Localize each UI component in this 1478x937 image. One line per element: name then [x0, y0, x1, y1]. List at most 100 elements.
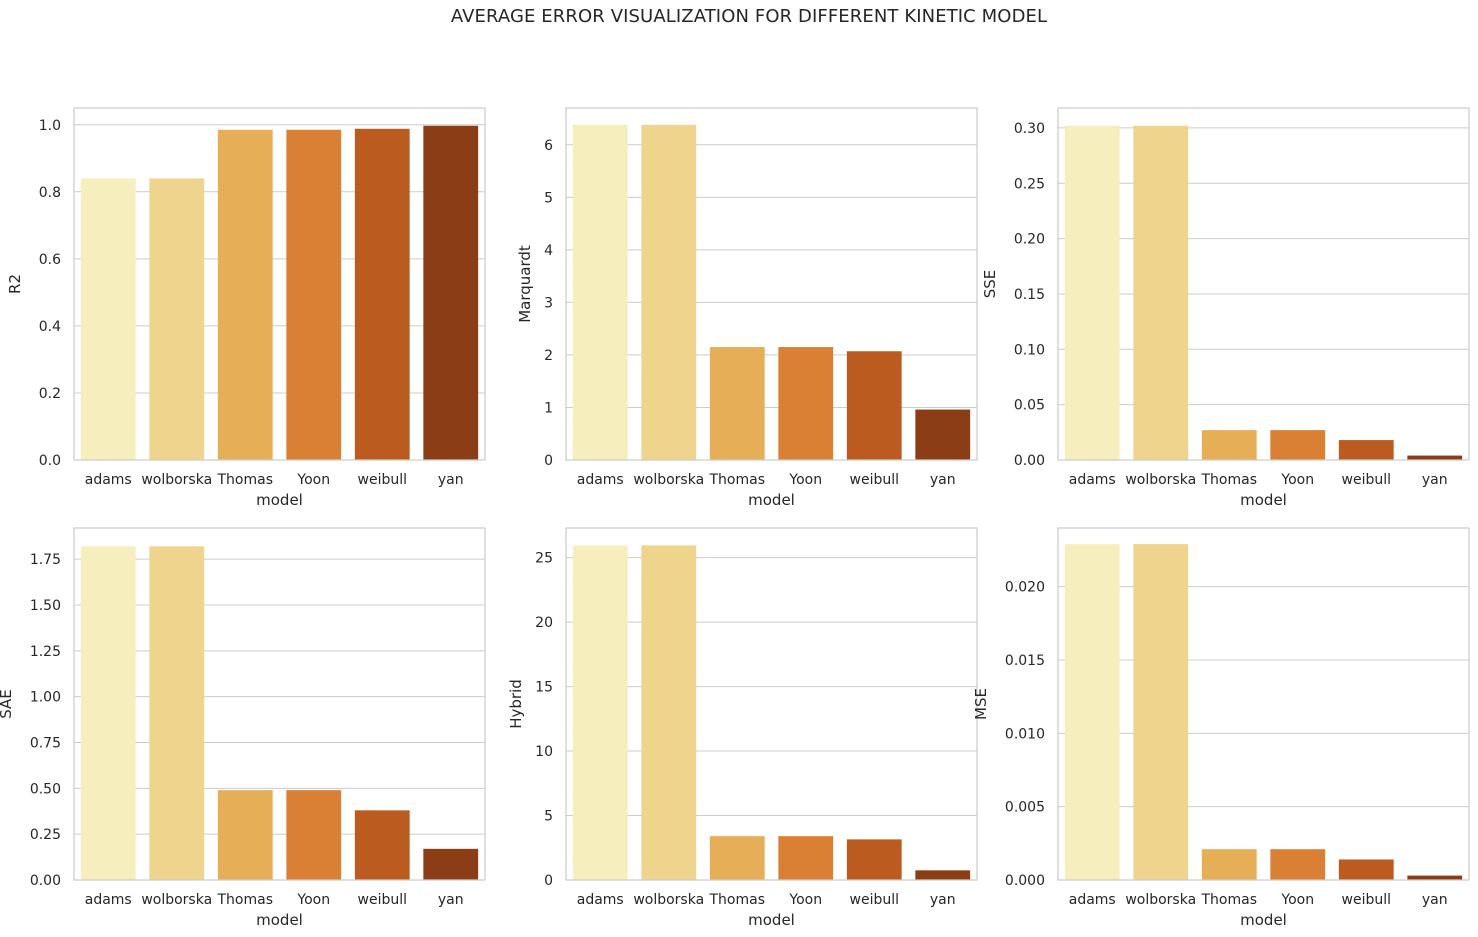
bar-yan — [915, 870, 971, 880]
xtick-label: Thomas — [708, 472, 765, 488]
xtick-label: wolborska — [1125, 892, 1196, 908]
bar-thomas — [709, 347, 765, 460]
ytick-label: 1.00 — [30, 690, 61, 706]
xtick-label: yan — [1422, 892, 1448, 908]
xtick-label: yan — [438, 892, 464, 908]
bar-yoon — [286, 129, 342, 461]
bar-thomas — [709, 836, 765, 880]
xtick-label: wolborska — [141, 892, 212, 908]
ytick-label: 0.0 — [39, 453, 61, 469]
ytick-label: 0.25 — [1014, 176, 1045, 192]
x-axis-label: model — [748, 491, 795, 509]
bar-yan — [1407, 875, 1463, 880]
xtick-label: wolborska — [1125, 472, 1196, 488]
xtick-label: weibull — [1342, 472, 1392, 488]
axes-frame — [1057, 527, 1470, 881]
ytick-label: 0.6 — [39, 252, 61, 268]
bar-yoon — [778, 836, 834, 880]
bar-adams — [80, 546, 136, 880]
bar-weibull — [354, 128, 410, 460]
ytick-label: 0.25 — [30, 827, 61, 843]
y-axis-label: Marquardt — [516, 245, 534, 323]
ytick-label: 0.30 — [1014, 121, 1045, 137]
bar-adams — [1064, 125, 1120, 460]
bar-thomas — [217, 129, 273, 461]
bar-thomas — [217, 790, 273, 880]
subplot-sae: 0.00 0.25 0.50 0.75 1.00 1.25 1.50 1.75 adams wol… — [0, 527, 486, 929]
ytick-label: 1.0 — [39, 118, 61, 134]
ytick-label: 0.15 — [1014, 287, 1045, 303]
xtick-label: weibull — [1342, 892, 1392, 908]
ytick-label: 1 — [544, 400, 553, 416]
xtick-label: Yoon — [788, 892, 822, 908]
ytick-label: 0.75 — [30, 736, 61, 752]
bar-wolborska — [149, 546, 205, 880]
bar-yan — [915, 409, 971, 460]
bar-thomas — [1201, 849, 1257, 880]
ytick-label: 2 — [544, 348, 553, 364]
xtick-label: yan — [438, 472, 464, 488]
ytick-label: 15 — [535, 680, 553, 696]
ytick-label: 3 — [544, 295, 553, 311]
ytick-label: 0.50 — [30, 781, 61, 797]
xtick-label: yan — [930, 892, 956, 908]
x-axis-label: model — [256, 911, 303, 929]
xtick-label: weibull — [358, 472, 408, 488]
ytick-label: 1.25 — [30, 644, 61, 660]
ytick-label: 0.8 — [39, 185, 61, 201]
bar-wolborska — [641, 124, 697, 460]
ytick-label: 1.75 — [30, 552, 61, 568]
bar-adams — [1064, 544, 1120, 880]
xtick-label: adams — [1069, 472, 1116, 488]
ytick-label: 25 — [535, 551, 553, 567]
y-axis-label: Hybrid — [507, 679, 525, 729]
bar-wolborska — [1133, 125, 1189, 460]
subplot-hybrid: 0 5 10 15 20 25 adams wolborska Thomas Yoon weibul… — [507, 527, 978, 929]
bar-thomas — [1201, 430, 1257, 460]
subplot-r2: 0.0 0.2 0.4 0.6 0.8 1.0 adams wolborska Thomas Yo… — [6, 107, 486, 509]
bar-weibull — [846, 839, 902, 880]
ytick-label: 0.20 — [1014, 232, 1045, 248]
ytick-label: 0 — [544, 873, 553, 889]
bar-wolborska — [149, 178, 205, 460]
y-axis-label: R2 — [6, 274, 24, 294]
axes-frame — [73, 107, 486, 461]
ytick-label: 5 — [544, 809, 553, 825]
ytick-label: 0.005 — [1005, 800, 1045, 816]
x-axis-label: model — [1240, 491, 1287, 509]
bar-yan — [1407, 455, 1463, 460]
ytick-label: 1.50 — [30, 598, 61, 614]
xtick-label: Yoon — [1280, 472, 1314, 488]
bar-yoon — [1270, 430, 1326, 460]
ytick-label: 0 — [544, 453, 553, 469]
bar-weibull — [1338, 440, 1394, 460]
y-axis-label: SSE — [981, 270, 999, 299]
bar-yoon — [778, 347, 834, 460]
ytick-label: 0.010 — [1005, 726, 1045, 742]
x-axis-label: model — [748, 911, 795, 929]
bar-wolborska — [1133, 544, 1189, 880]
xtick-label: adams — [1069, 892, 1116, 908]
bar-adams — [572, 545, 628, 880]
xtick-label: wolborska — [633, 892, 704, 908]
xtick-label: weibull — [358, 892, 408, 908]
xtick-label: Thomas — [1200, 892, 1257, 908]
bar-wolborska — [641, 545, 697, 880]
ytick-label: 0.000 — [1005, 873, 1045, 889]
x-axis-label: model — [1240, 911, 1287, 929]
axes-frame — [1057, 107, 1470, 461]
ytick-label: 0.10 — [1014, 342, 1045, 358]
bar-adams — [80, 178, 136, 460]
axes-frame — [565, 107, 978, 461]
xtick-label: Thomas — [216, 472, 273, 488]
y-axis-label: MSE — [972, 688, 990, 720]
subplot-sse: 0.00 0.05 0.10 0.15 0.20 0.25 0.30 adams wolbors… — [981, 107, 1470, 509]
xtick-label: Thomas — [1200, 472, 1257, 488]
ytick-label: 5 — [544, 190, 553, 206]
xtick-label: Thomas — [216, 892, 273, 908]
ytick-label: 0.4 — [39, 319, 61, 335]
ytick-label: 0.020 — [1005, 580, 1045, 596]
xtick-label: adams — [85, 472, 132, 488]
xtick-label: weibull — [850, 472, 900, 488]
